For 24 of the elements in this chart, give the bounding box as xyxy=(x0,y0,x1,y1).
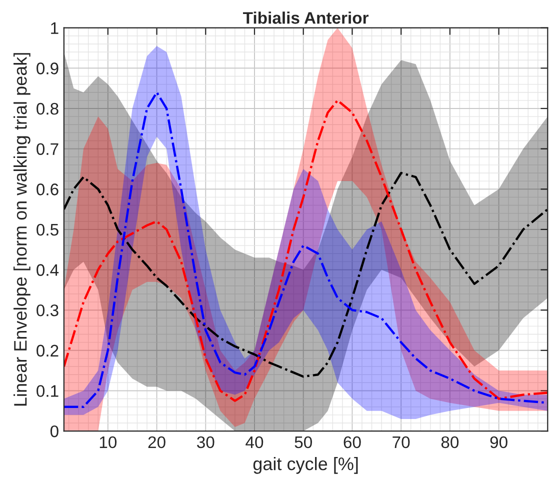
y-tick-label: 0.8 xyxy=(36,102,58,115)
x-tick-label: 20 xyxy=(148,436,166,448)
chart-title: Tibialis Anterior xyxy=(243,12,369,24)
x-tick-label: 60 xyxy=(344,436,361,448)
y-tick-label: 0.6 xyxy=(36,184,58,196)
x-tick-label: 90 xyxy=(490,436,508,448)
x-tick-label: 70 xyxy=(392,436,410,448)
x-tick-label: 50 xyxy=(294,436,312,448)
y-tick-label: 0.3 xyxy=(36,304,58,316)
y-axis-title: Linear Envelope [norm on walking trial peak] xyxy=(14,53,30,406)
y-tick-label: 0.5 xyxy=(36,224,58,236)
x-tick-label: 40 xyxy=(246,436,264,448)
y-tick-label: 0.7 xyxy=(36,143,58,156)
y-tick-label: 0.9 xyxy=(36,62,58,74)
y-tick-label: 0.2 xyxy=(36,344,58,357)
y-tick-label: 0.4 xyxy=(36,264,59,276)
y-tick-label: 1 xyxy=(51,22,58,34)
x-tick-label: 10 xyxy=(100,436,117,448)
line-series xyxy=(64,172,548,378)
y-tick-label: 0 xyxy=(50,425,58,438)
x-tick-label: 80 xyxy=(441,436,459,448)
x-tick-label: 30 xyxy=(197,436,214,448)
y-tick-label: 0.1 xyxy=(36,385,58,397)
x-axis-title: gait cycle [%] xyxy=(253,456,358,474)
